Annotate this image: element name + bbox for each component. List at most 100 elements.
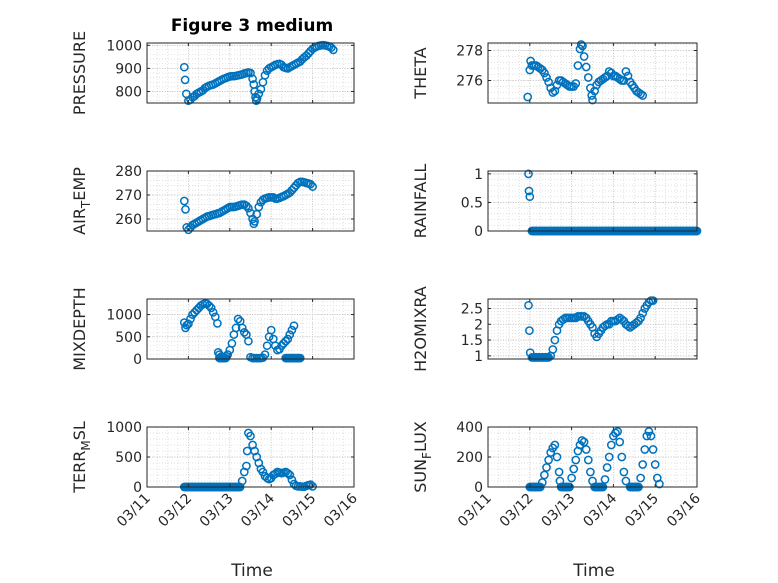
axes-frame	[146, 298, 355, 360]
data-point	[285, 470, 295, 480]
y-tick-label: 0	[133, 352, 142, 368]
data-point	[613, 427, 622, 436]
y-axis-label: MIXDEPTH	[70, 287, 89, 370]
data-point	[600, 475, 610, 484]
y-tick-label: 260	[115, 212, 142, 228]
y-axis-label: H2OMIXRA	[411, 286, 430, 372]
data-point	[632, 318, 641, 328]
y-axis-label: SUNFLUX	[411, 421, 434, 493]
data-point	[611, 428, 620, 438]
subplot-pressure: 800 900 1000 PRESSURE	[70, 31, 355, 115]
data-point	[525, 192, 535, 202]
data-point	[179, 318, 189, 327]
data-point	[262, 341, 272, 351]
data-point	[306, 480, 315, 489]
data-point	[579, 52, 589, 61]
data-point	[283, 334, 293, 344]
data-point	[233, 314, 243, 324]
subplot-rainfall: 0 0.5 1 RAINFALL	[411, 164, 702, 240]
data-point	[524, 300, 533, 310]
data-point	[642, 431, 652, 441]
data-point	[636, 313, 645, 323]
y-axis-label: RAINFALL	[411, 164, 430, 239]
y-axis-label: TERRMSL	[70, 421, 93, 494]
data-point	[604, 452, 614, 462]
data-point	[571, 455, 581, 465]
data-point	[578, 41, 587, 51]
data-point	[548, 88, 558, 97]
y-tick-label: 276	[456, 74, 483, 90]
data-point	[308, 182, 317, 191]
data-point	[266, 325, 276, 335]
data-point	[636, 473, 645, 483]
y-axis-label-subscript: F	[420, 452, 434, 459]
data-point	[573, 61, 583, 70]
data-point	[606, 440, 616, 450]
data-point	[636, 89, 645, 99]
y-tick-label: 1000	[106, 420, 142, 436]
data-point	[583, 73, 593, 82]
figure-title: Figure 3 medium	[171, 16, 333, 36]
y-tick-label: 2.5	[461, 301, 483, 317]
data-point	[308, 482, 317, 491]
data-point	[182, 320, 192, 330]
data-point	[524, 186, 534, 196]
data-point	[285, 188, 295, 197]
data-point	[640, 445, 650, 454]
data-point	[621, 67, 631, 76]
data-point	[644, 427, 654, 436]
y-axis-label-subscript: T	[79, 200, 93, 209]
axes-frame	[487, 42, 698, 104]
data-point	[567, 473, 576, 483]
data-point	[576, 40, 586, 49]
data-point	[588, 95, 597, 105]
data-point	[227, 339, 237, 348]
data-point	[554, 467, 564, 477]
data-point	[213, 319, 222, 328]
data-point	[231, 323, 241, 333]
x-axis-label-right: Time	[572, 561, 615, 581]
y-tick-label: 0	[474, 224, 483, 240]
y-tick-label: 280	[115, 164, 142, 180]
y-axis-label-main: RAINFALL	[411, 164, 430, 239]
data-point	[239, 327, 249, 337]
y-axis-label-rest: SL	[70, 421, 89, 440]
y-tick-label: 0.5	[461, 195, 483, 211]
data-point	[287, 475, 297, 485]
data-point	[577, 436, 587, 445]
data-point	[602, 463, 612, 472]
y-axis-label-main: MIXDEPTH	[70, 287, 89, 370]
data-point	[206, 303, 216, 313]
data-point	[260, 350, 270, 359]
data-point	[544, 455, 553, 465]
data-point	[581, 445, 591, 454]
y-tick-label: 0	[474, 480, 483, 496]
y-tick-label: 278	[456, 44, 483, 60]
data-point	[540, 68, 549, 78]
data-point	[546, 448, 556, 457]
data-point	[328, 45, 338, 55]
data-point	[525, 326, 534, 335]
data-point	[646, 431, 656, 441]
y-axis-label: THETA	[411, 47, 430, 99]
data-point	[581, 62, 591, 72]
data-point	[237, 323, 247, 333]
data-point	[281, 336, 291, 346]
data-point	[181, 205, 190, 214]
y-axis-label-rest: LUX	[411, 421, 430, 452]
data-point	[283, 468, 293, 478]
data-point	[289, 321, 299, 331]
data-point	[179, 62, 189, 72]
data-point	[184, 319, 193, 329]
data-point	[583, 455, 593, 465]
subplot-theta: 276 278 THETA	[411, 40, 698, 105]
y-tick-label: 0	[133, 480, 142, 496]
axes-frame	[487, 298, 698, 360]
data-point	[579, 437, 589, 447]
data-point	[242, 461, 251, 471]
y-axis-label: PRESSURE	[70, 31, 89, 115]
data-point	[615, 74, 625, 84]
x-axis-label-left: Time	[230, 561, 273, 581]
data-point	[221, 353, 231, 363]
